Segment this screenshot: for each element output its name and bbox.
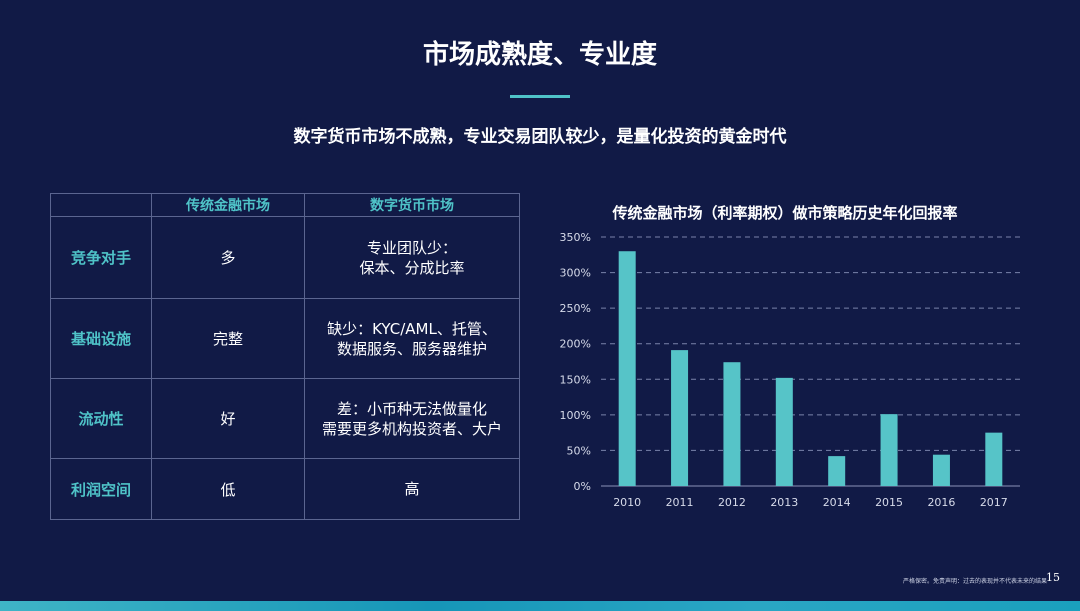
crypto-cell: 高 [304, 458, 520, 520]
table-header-row: 传统金融市场 数字货币市场 [50, 193, 520, 217]
x-tick-label: 2015 [875, 496, 903, 509]
crypto-cell-line: 差：小币种无法做量化 [336, 399, 487, 418]
bar-2014 [828, 456, 846, 486]
row-label: 基础设施 [50, 298, 152, 379]
traditional-cell: 低 [151, 458, 305, 520]
bar-2011 [671, 350, 689, 486]
bar-2016 [932, 454, 950, 486]
x-tick-label: 2017 [980, 496, 1008, 509]
y-tick-label: 350% [560, 231, 591, 244]
title-underline [510, 95, 570, 98]
bar-2010 [618, 251, 636, 486]
header-cell: 数字货币市场 [304, 193, 520, 217]
table-row: 基础设施 完整 缺少：KYC/AML、托管、 数据服务、服务器维护 [50, 298, 520, 379]
crypto-cell-line: 需要更多机构投资者、大户 [321, 419, 502, 438]
x-tick-label: 2010 [613, 496, 641, 509]
traditional-cell: 好 [151, 378, 305, 459]
crypto-cell-line: 专业团队少： [366, 238, 457, 257]
crypto-cell-line: 数据服务、服务器维护 [336, 339, 487, 358]
x-tick-label: 2013 [770, 496, 798, 509]
comparison-table: 传统金融市场 数字货币市场 竞争对手多专业团队少： 保本、分成比率 基础设施 完整 缺少… [50, 193, 520, 520]
bar-2015 [880, 414, 898, 486]
page-number: 15 [1046, 571, 1060, 584]
y-tick-label: 200% [560, 338, 591, 351]
header-cell: 传统金融市场 [151, 193, 305, 217]
bar-2012 [723, 362, 741, 486]
y-tick-label: 0% [574, 480, 591, 493]
crypto-cell-line: 高 [404, 480, 420, 498]
x-tick-label: 2011 [666, 496, 694, 509]
header-cell [50, 193, 152, 217]
bottom-decoration-bar [0, 601, 1080, 611]
y-tick-label: 300% [560, 267, 591, 280]
row-label: 流动性 [50, 378, 152, 459]
x-tick-label: 2012 [718, 496, 746, 509]
slide-title: 市场成熟度、专业度 [422, 40, 657, 70]
x-tick-label: 2016 [927, 496, 955, 509]
crypto-cell: 专业团队少： 保本、分成比率 [304, 216, 520, 299]
returns-bar-chart: 传统金融市场（利率期权）做市策略历史年化回报率 0% 50% 100% 150% 200%… [560, 204, 1020, 509]
disclaimer: 严格保密。免责声明：过去的表现并不代表未来的结果 [903, 578, 1048, 585]
traditional-cell: 完整 [151, 298, 305, 379]
crypto-cell-line: 缺少：KYC/AML、托管、 [327, 319, 497, 338]
crypto-cell: 缺少：KYC/AML、托管、 数据服务、服务器维护 [304, 298, 520, 379]
y-tick-label: 100% [560, 409, 591, 422]
y-tick-label: 250% [560, 302, 591, 315]
table-row: 竞争对手多专业团队少： 保本、分成比率 [50, 216, 520, 299]
table-row: 利润空间低 高 [50, 458, 520, 520]
bar-2017 [985, 432, 1003, 486]
crypto-cell-line: 保本、分成比率 [359, 258, 465, 277]
y-tick-label: 50% [567, 444, 591, 457]
row-label: 竞争对手 [50, 216, 152, 299]
row-label: 利润空间 [50, 458, 152, 520]
x-tick-label: 2014 [823, 496, 851, 509]
table-row: 流动性好差：小币种无法做量化 需要更多机构投资者、大户 [50, 378, 520, 459]
bar-2013 [775, 377, 793, 486]
crypto-cell: 差：小币种无法做量化 需要更多机构投资者、大户 [304, 378, 520, 459]
traditional-cell: 多 [151, 216, 305, 299]
y-tick-label: 150% [560, 373, 591, 386]
slide-subtitle: 数字货币市场不成熟，专业交易团队较少，是量化投资的黄金时代 [293, 127, 787, 147]
chart-title: 传统金融市场（利率期权）做市策略历史年化回报率 [611, 204, 957, 222]
